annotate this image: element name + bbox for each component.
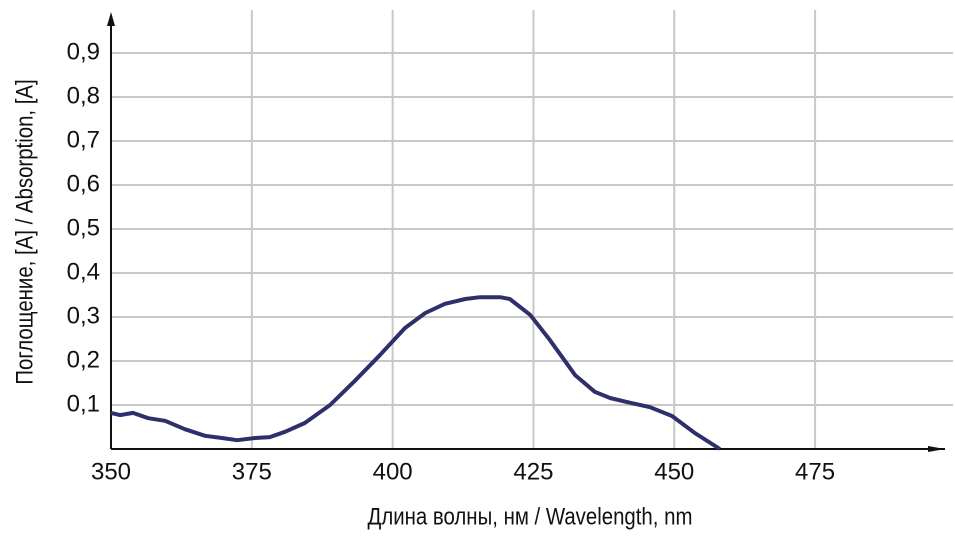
y-tick-label: 0,9 <box>67 38 100 65</box>
y-axis-arrow <box>107 12 115 26</box>
grid <box>111 10 953 449</box>
x-tick-label: 400 <box>373 458 413 485</box>
y-tick-label: 0,3 <box>67 302 100 329</box>
x-axis-label: Длина волны, нм / Wavelength, nm <box>368 503 693 530</box>
y-tick-label: 0,8 <box>67 82 100 109</box>
data-line <box>110 295 721 451</box>
y-tick-label: 0,4 <box>67 258 100 285</box>
x-tick-label: 425 <box>513 458 553 485</box>
x-axis-arrow <box>928 446 945 452</box>
y-axis-label: Поглощение, [A] / Absorption, [A] <box>11 79 38 384</box>
x-tick-label: 450 <box>654 458 694 485</box>
x-tick-label: 350 <box>91 458 131 485</box>
x-tick-label: 375 <box>232 458 272 485</box>
y-tick-label: 0,6 <box>67 170 100 197</box>
x-tick-label: 475 <box>795 458 835 485</box>
y-tick-label: 0,7 <box>67 126 100 153</box>
y-tick-label: 0,1 <box>67 390 100 417</box>
y-tick-label: 0,5 <box>67 214 100 241</box>
y-tick-label: 0,2 <box>67 346 100 373</box>
